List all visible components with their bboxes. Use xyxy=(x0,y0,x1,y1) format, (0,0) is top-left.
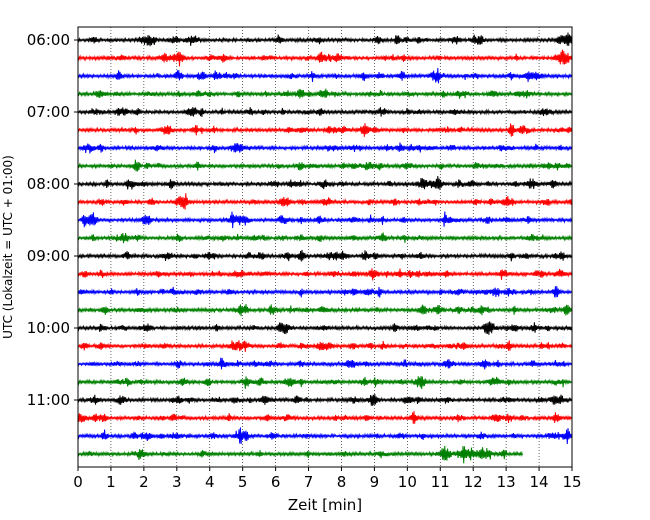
trace-0830 xyxy=(77,211,572,229)
trace-0845 xyxy=(77,232,572,244)
trace-0745 xyxy=(77,159,572,172)
trace-0800 xyxy=(77,175,572,190)
plot-frame xyxy=(77,26,573,468)
trace-1045 xyxy=(77,375,572,390)
trace-1145 xyxy=(77,445,523,464)
x-tick-label: 10 xyxy=(398,473,417,491)
trace-1015 xyxy=(77,340,572,352)
trace-0600 xyxy=(77,32,572,47)
trace-0630 xyxy=(77,67,572,84)
y-axis: 06:00 07:00 08:00 09:00 10:00 11:00 xyxy=(27,31,78,409)
y-tick-label: 08:00 xyxy=(27,175,70,193)
x-tick-label: 14 xyxy=(530,473,549,491)
x-axis: 0 1 2 3 4 5 6 7 8 9 10 11 12 13 14 15 xyxy=(73,467,582,491)
y-tick-label: 07:00 xyxy=(27,103,70,121)
x-tick-label: 9 xyxy=(370,473,380,491)
trace-1000 xyxy=(77,321,572,335)
y-tick-label: 09:00 xyxy=(27,247,70,265)
y-tick-label: 11:00 xyxy=(27,391,70,409)
x-tick-label: 15 xyxy=(562,473,581,491)
x-axis-label: Zeit [min] xyxy=(288,496,362,514)
trace-0915 xyxy=(77,268,572,281)
trace-0615 xyxy=(77,49,572,67)
trace-1030 xyxy=(77,357,572,370)
x-tick-label: 12 xyxy=(464,473,483,491)
trace-0730 xyxy=(77,142,572,154)
x-tick-label: 1 xyxy=(106,473,116,491)
x-tick-label: 0 xyxy=(73,473,83,491)
x-tick-label: 3 xyxy=(172,473,182,491)
trace-0945 xyxy=(77,304,572,317)
trace-0900 xyxy=(77,249,572,262)
trace-0930 xyxy=(77,286,572,298)
y-axis-label: UTC (Lokalzeit = UTC + 01:00) xyxy=(1,155,15,339)
x-tick-label: 8 xyxy=(337,473,347,491)
y-tick-label: 06:00 xyxy=(27,31,70,49)
x-tick-label: 7 xyxy=(304,473,314,491)
x-tick-label: 6 xyxy=(271,473,281,491)
trace-0645 xyxy=(77,88,572,99)
x-tick-label: 5 xyxy=(238,473,248,491)
trace-1130 xyxy=(77,427,572,445)
trace-group xyxy=(77,32,572,464)
trace-0700 xyxy=(77,107,572,117)
trace-0815 xyxy=(77,193,572,210)
x-tick-label: 13 xyxy=(497,473,516,491)
trace-1115 xyxy=(77,411,572,424)
x-tick-label: 2 xyxy=(139,473,149,491)
x-tick-label: 4 xyxy=(205,473,215,491)
trace-0715 xyxy=(77,123,572,137)
y-tick-label: 10:00 xyxy=(27,319,70,337)
x-tick-label: 11 xyxy=(431,473,450,491)
trace-1100 xyxy=(77,393,572,406)
x-grid xyxy=(110,27,540,467)
